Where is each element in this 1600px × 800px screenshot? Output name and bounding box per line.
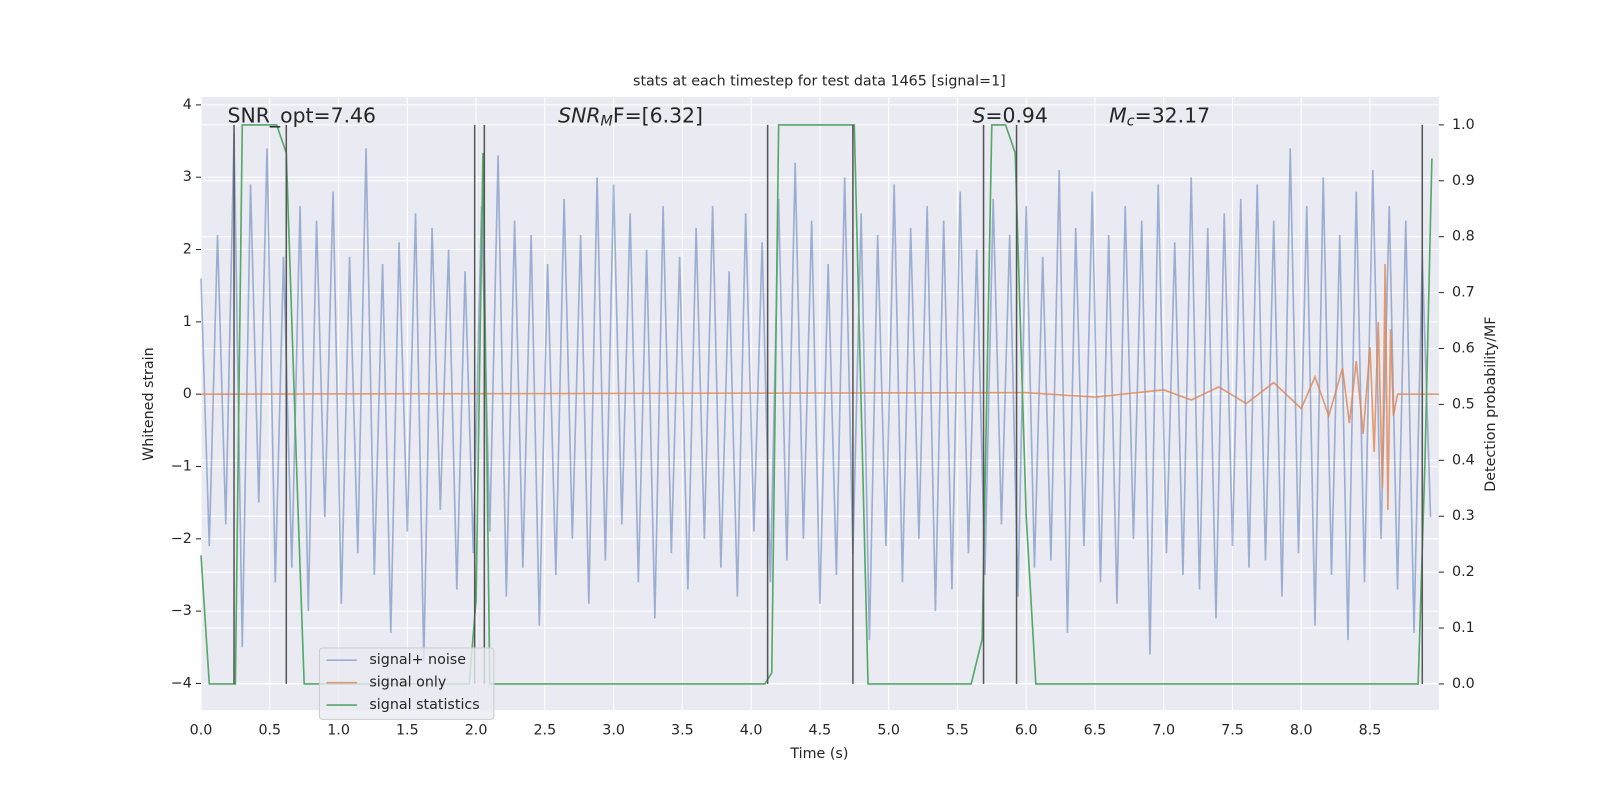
- x-tick-label: 6.5: [1084, 723, 1107, 739]
- annotation-part: SNR_opt=7.46: [228, 103, 376, 128]
- annotation-part: F=[6.32]: [613, 103, 703, 127]
- y-tick-label: 1: [183, 314, 192, 330]
- x-tick-label: 1.0: [327, 723, 350, 739]
- x-tick-label: 3.5: [671, 723, 694, 739]
- series-line: [200, 124, 1433, 685]
- y2-tick-label: 0.3: [1452, 508, 1475, 524]
- annotation-part: c: [1127, 113, 1135, 129]
- annotation-part: =0.94: [985, 103, 1047, 127]
- x-tick-label: 6.0: [1015, 723, 1038, 739]
- annotation: SNR_opt=7.46: [228, 103, 376, 128]
- x-tick-label: 8.0: [1290, 723, 1313, 739]
- x-tick-label: 2.0: [465, 723, 488, 739]
- y2-tick-label: 0.6: [1452, 341, 1475, 357]
- y2-tick-label: 0.7: [1452, 285, 1475, 301]
- y2-tick-label: 0.9: [1452, 173, 1475, 189]
- y2-tick-label: 0.1: [1452, 620, 1475, 636]
- y-tick-label: −1: [171, 458, 192, 474]
- y2-tick-label: 0.5: [1452, 396, 1475, 412]
- annotation: Mc=32.17: [1109, 103, 1210, 129]
- y2-axis-label: Detection probability/MF: [1483, 316, 1499, 491]
- annotation-part: SNR: [558, 103, 600, 127]
- y-axis-label: Whitened strain: [141, 347, 157, 461]
- y-tick-label: −2: [171, 531, 192, 547]
- y-tick-label: −4: [171, 675, 192, 691]
- y2-tick-label: 0.2: [1452, 564, 1475, 580]
- x-tick-label: 1.5: [396, 723, 419, 739]
- y-tick-label: 4: [183, 97, 192, 113]
- y2-tick-label: 0.4: [1452, 452, 1475, 468]
- plot: [200, 124, 1439, 685]
- series-line: [200, 133, 1432, 662]
- y-tick-label: 0: [183, 386, 192, 402]
- x-tick-label: 4.0: [740, 723, 763, 739]
- x-tick-label: 7.5: [1221, 723, 1244, 739]
- x-tick-label: 0.0: [190, 723, 213, 739]
- y2-tick-label: 1.0: [1452, 117, 1475, 133]
- x-tick-label: 4.5: [809, 723, 832, 739]
- annotation-part: M: [1109, 103, 1127, 127]
- y-tick-label: 3: [183, 169, 192, 185]
- x-tick-label: 8.5: [1359, 723, 1382, 739]
- series-line: [201, 263, 1439, 510]
- annotation-part: S: [972, 103, 985, 127]
- legend-label: signal statistics: [369, 697, 479, 713]
- x-axis-label: Time (s): [789, 746, 848, 762]
- x-tick-label: 5.5: [946, 723, 969, 739]
- annotation: SNRMF=[6.32]: [558, 103, 703, 129]
- legend-label: signal+ noise: [369, 652, 466, 668]
- legend-label: signal only: [369, 675, 446, 691]
- annotation: S=0.94: [972, 103, 1047, 127]
- chart-title: stats at each timestep for test data 146…: [633, 74, 1006, 90]
- x-tick-label: 0.5: [258, 723, 281, 739]
- y2-tick-label: 0.8: [1452, 229, 1475, 245]
- annotation-part: M: [601, 113, 613, 129]
- x-tick-label: 2.5: [533, 723, 556, 739]
- y-tick-label: 2: [183, 242, 192, 258]
- x-tick-label: 5.0: [877, 723, 900, 739]
- y2-tick-label: 0.0: [1452, 676, 1475, 692]
- legend: signal+ noise signal only signal statistic…: [318, 647, 495, 720]
- annotation-part: =32.17: [1135, 103, 1210, 127]
- y-tick-label: −3: [171, 603, 192, 619]
- x-tick-label: 3.0: [602, 723, 625, 739]
- grid: [200, 96, 1439, 711]
- x-tick-label: 7.0: [1152, 723, 1175, 739]
- legend-box: [318, 647, 495, 720]
